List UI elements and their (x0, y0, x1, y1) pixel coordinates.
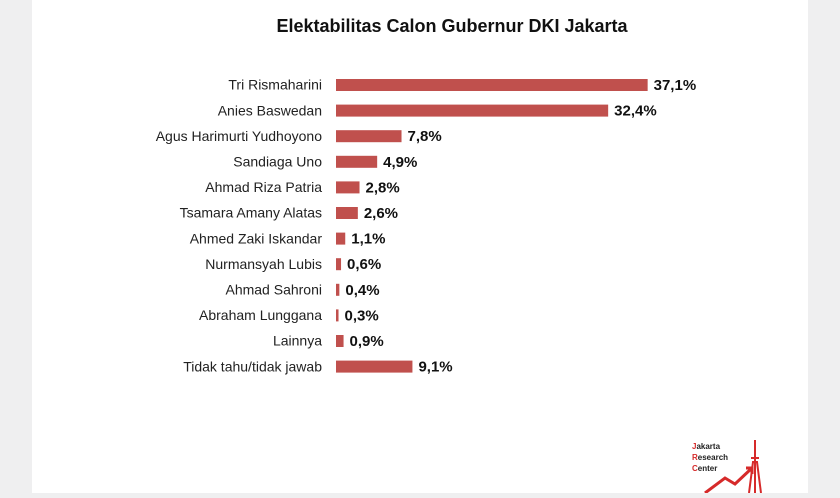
bar (336, 181, 360, 194)
category-label: Tri Rismaharini (228, 77, 322, 93)
bar (336, 335, 344, 347)
category-label: Ahmed Zaki Iskandar (190, 230, 323, 246)
logo-line: Center (692, 464, 717, 473)
category-label: Ahmad Riza Patria (205, 179, 322, 195)
value-label: 0,4% (345, 282, 379, 299)
value-label: 0,6% (347, 256, 381, 273)
value-label: 37,1% (654, 77, 697, 94)
category-label: Tsamara Amany Alatas (180, 205, 322, 221)
category-label: Lainnya (273, 333, 322, 349)
value-label: 7,8% (408, 128, 442, 145)
value-label: 2,6% (364, 205, 398, 222)
logo: Jakarta Research Center (692, 440, 762, 495)
logo-line: Research (692, 453, 728, 462)
logo-word: enter (698, 464, 718, 473)
bar (336, 155, 378, 168)
value-label: 4,9% (383, 154, 417, 171)
category-label: Nurmansyah Lubis (205, 256, 322, 272)
logo-word: akarta (696, 442, 720, 451)
bar (336, 309, 339, 322)
chart-title: Elektabilitas Calon Gubernur DKI Jakarta (276, 16, 628, 36)
category-label: Tidak tahu/tidak jawab (183, 358, 322, 374)
category-label: Anies Baswedan (218, 102, 322, 118)
bar (336, 258, 342, 271)
value-label: 32,4% (614, 103, 657, 120)
bar (336, 283, 340, 296)
logo-initial: R (692, 453, 698, 462)
category-label: Agus Harimurti Yudhoyono (156, 128, 322, 144)
logo-line: Jakarta (692, 442, 721, 451)
bar (336, 130, 402, 143)
value-label: 0,3% (345, 307, 379, 324)
logo-monument (748, 440, 762, 494)
panel (32, 0, 808, 493)
bar (336, 232, 346, 245)
value-label: 0,9% (350, 333, 384, 350)
bar (336, 207, 358, 219)
category-label: Abraham Lunggana (199, 307, 322, 323)
value-label: 1,1% (351, 231, 385, 248)
category-label: Ahmad Sahroni (225, 282, 322, 298)
value-label: 2,8% (366, 179, 400, 196)
bar (336, 360, 413, 373)
logo-initial: C (692, 464, 698, 473)
bar (336, 79, 648, 91)
bar (336, 104, 609, 117)
logo-word: esearch (698, 453, 728, 462)
category-label: Sandiaga Uno (233, 154, 322, 170)
logo-initial: J (692, 442, 696, 451)
value-label: 9,1% (418, 359, 452, 376)
